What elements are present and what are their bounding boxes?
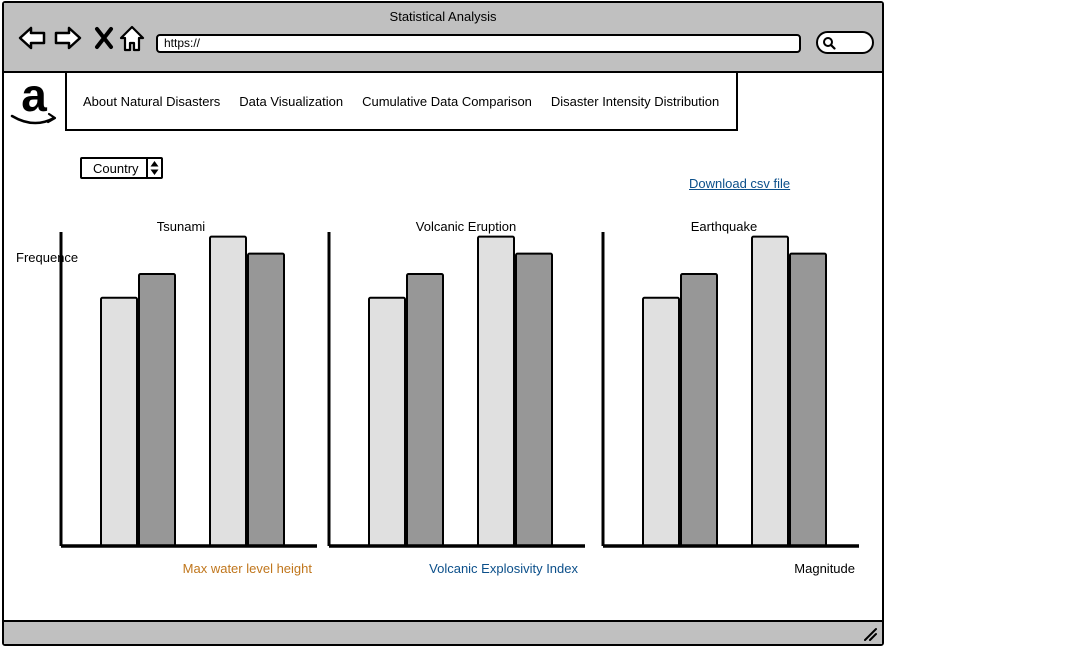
chart-bar <box>516 254 552 546</box>
chart-bar <box>210 237 246 546</box>
chart-title: Volcanic Eruption <box>416 219 516 234</box>
chart-bar <box>101 298 137 546</box>
chart-bar <box>790 254 826 546</box>
x-axis-label: Magnitude <box>794 561 855 576</box>
chart-tsunami: Tsunami Max water level height <box>61 219 317 576</box>
x-axis-label: Max water level height <box>183 561 313 576</box>
chart-bar <box>139 274 175 546</box>
chart-title: Tsunami <box>157 219 206 234</box>
chart-title: Earthquake <box>691 219 758 234</box>
chart-bar <box>643 298 679 546</box>
chart-bar <box>752 237 788 546</box>
chart-bar <box>369 298 405 546</box>
chart-earthquake: Earthquake Magnitude <box>603 219 859 576</box>
chart-bar <box>407 274 443 546</box>
chart-bar <box>681 274 717 546</box>
x-axis-label: Volcanic Explosivity Index <box>429 561 578 576</box>
charts-group: Tsunami Max water level height Volcanic Er… <box>61 219 859 576</box>
chart-volcanic-eruption: Volcanic Eruption Volcanic Explosivity In… <box>329 219 585 576</box>
chart-bar <box>478 237 514 546</box>
y-axis-label: Frequence <box>16 250 78 265</box>
chart-bar <box>248 254 284 546</box>
